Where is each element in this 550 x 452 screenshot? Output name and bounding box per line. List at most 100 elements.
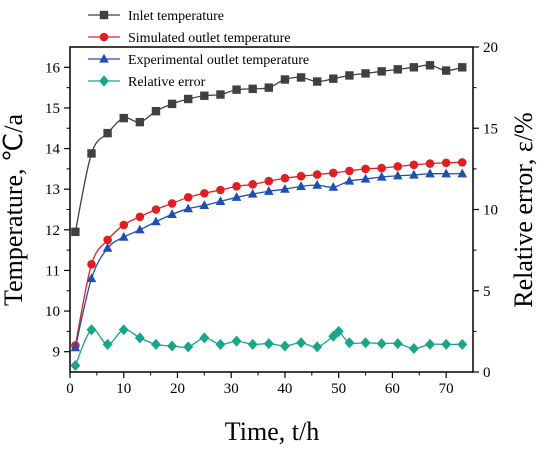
data-point — [345, 166, 354, 176]
data-point — [200, 188, 209, 198]
data-point — [167, 199, 177, 208]
data-point — [312, 170, 322, 179]
data-point — [232, 85, 241, 94]
plot-area — [69, 46, 474, 373]
x-axis-title: Time, t/h — [225, 417, 319, 446]
data-point — [360, 173, 371, 183]
data-point — [199, 332, 210, 344]
data-point — [377, 67, 386, 76]
data-point — [199, 200, 210, 210]
y-left-tick-label: 16 — [45, 60, 61, 76]
data-point — [231, 335, 242, 347]
legend-item: Relative error — [88, 75, 206, 90]
data-point — [183, 203, 194, 213]
data-point — [167, 340, 178, 352]
data-point — [264, 83, 274, 92]
y-left-tick-label: 12 — [45, 223, 60, 239]
data-point — [134, 332, 145, 344]
data-point — [263, 338, 274, 350]
series-layer — [70, 61, 468, 371]
y-right-tick-label: 20 — [483, 40, 498, 56]
legend-item: Experimental outlet temperature — [88, 53, 309, 68]
data-point — [118, 231, 129, 241]
data-point — [215, 338, 226, 350]
y-right-tick-label: 15 — [483, 121, 498, 137]
legend-marker — [99, 53, 109, 63]
left-axis-title: Temperature, ℃/a — [0, 114, 28, 306]
y-left-tick-label: 11 — [46, 263, 60, 279]
data-point — [247, 188, 258, 198]
data-point — [457, 338, 468, 350]
data-point — [248, 180, 257, 189]
data-point — [264, 176, 274, 186]
series-simulated-outlet-temperature — [71, 158, 467, 350]
y-left-tick-label: 9 — [53, 345, 61, 361]
data-point — [441, 66, 451, 75]
data-point — [377, 163, 386, 173]
data-point — [457, 158, 467, 167]
data-point — [232, 182, 241, 191]
x-tick-label: 0 — [66, 381, 74, 397]
series-inlet-temperature — [71, 61, 467, 237]
x-tick-label: 30 — [224, 381, 239, 397]
y-right-tick-label: 0 — [483, 365, 491, 381]
data-point — [135, 117, 145, 127]
data-point — [248, 84, 257, 94]
data-point — [70, 360, 81, 371]
data-point — [102, 338, 113, 350]
data-point — [150, 338, 161, 350]
legend-marker — [99, 10, 109, 20]
axes-layer: 0 10 20 30 40 50 60 70 9 10 11 12 13 14 15 16 0 5 10 15 20 — [45, 40, 498, 397]
data-point — [345, 71, 354, 80]
data-point — [376, 338, 387, 350]
data-point — [376, 171, 387, 181]
data-point — [118, 324, 129, 336]
data-point — [87, 260, 96, 269]
data-point — [312, 179, 322, 189]
x-tick-label: 70 — [439, 381, 454, 397]
x-tick-label: 50 — [331, 381, 346, 397]
data-point — [296, 181, 306, 190]
data-point — [70, 342, 81, 352]
y-right-tick-label: 5 — [483, 284, 491, 300]
data-point — [280, 75, 290, 84]
data-point — [183, 193, 193, 202]
data-point — [184, 94, 193, 104]
data-point — [151, 216, 161, 226]
data-point — [167, 209, 177, 218]
data-point — [344, 337, 355, 349]
legend-marker — [99, 32, 109, 42]
y-left-tick-label: 13 — [45, 182, 60, 198]
data-point — [441, 158, 451, 168]
data-point — [264, 186, 274, 195]
data-point — [344, 175, 355, 185]
data-point — [360, 337, 371, 349]
data-point — [103, 128, 112, 138]
series-relative-error — [70, 324, 468, 371]
data-point — [135, 224, 145, 234]
plot-frame — [69, 46, 474, 373]
y-right-tick-label: 10 — [483, 203, 498, 219]
data-point — [409, 169, 419, 179]
data-point — [296, 73, 306, 82]
legend-label: Simulated outlet temperature — [128, 31, 291, 46]
data-point — [425, 168, 435, 178]
data-point — [441, 168, 451, 178]
data-point — [216, 185, 225, 195]
legend-label: Experimental outlet temperature — [128, 53, 309, 68]
legend-label: Inlet temperature — [128, 9, 224, 24]
data-point — [280, 183, 290, 193]
y-left-tick-label: 10 — [45, 304, 60, 320]
legend-item: Simulated outlet temperature — [88, 31, 291, 46]
x-tick-label: 10 — [116, 381, 131, 397]
legend-item: Inlet temperature — [88, 9, 224, 24]
legend: Inlet temperature Simulated outlet temper… — [88, 9, 309, 90]
data-point — [329, 74, 338, 83]
data-point — [296, 337, 307, 349]
x-tick-label: 20 — [170, 381, 185, 397]
data-point — [312, 77, 322, 86]
data-point — [457, 168, 468, 178]
data-point — [393, 162, 403, 171]
data-point — [409, 63, 419, 72]
